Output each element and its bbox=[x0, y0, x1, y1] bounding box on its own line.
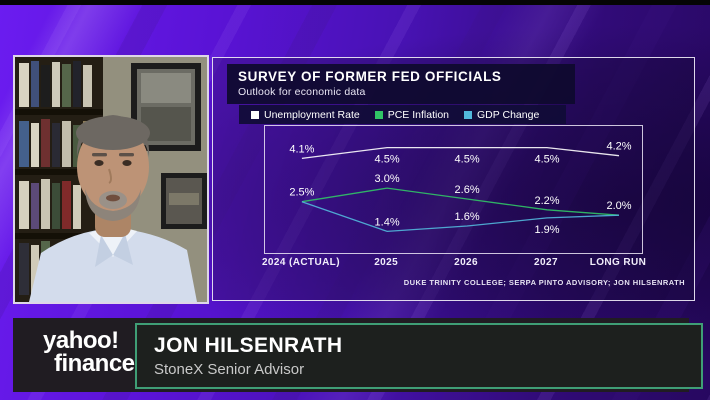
chart-source: DUKE TRINITY COLLEGE; SERPA PINTO ADVISO… bbox=[403, 278, 685, 287]
logo-finance: finance bbox=[54, 350, 135, 377]
speaker-title: StoneX Senior Advisor bbox=[154, 361, 305, 378]
series-line-0 bbox=[301, 146, 620, 160]
series-line-1 bbox=[301, 187, 620, 216]
chart-panel: SURVEY OF FORMER FED OFFICIALS Outlook f… bbox=[212, 57, 695, 301]
data-point-label: 1.4% bbox=[375, 216, 400, 228]
legend-swatch-icon bbox=[374, 110, 383, 119]
legend-label: GDP Change bbox=[477, 108, 540, 121]
legend-item-2: GDP Change bbox=[464, 109, 539, 121]
legend-swatch-icon bbox=[464, 110, 473, 119]
data-point-label: 2.2% bbox=[534, 195, 559, 207]
data-point-label: 4.5% bbox=[534, 154, 559, 166]
data-point-label: 4.2% bbox=[606, 141, 631, 153]
data-point-label: 1.6% bbox=[455, 211, 480, 223]
logo-yahoo: yahoo! bbox=[43, 327, 119, 354]
yahoo-finance-logo: yahoo! finance bbox=[37, 329, 141, 376]
legend-swatch-icon bbox=[251, 110, 259, 119]
guest-person bbox=[29, 115, 197, 302]
top-letterbox bbox=[0, 0, 710, 5]
x-axis-label: 2024 (ACTUAL) bbox=[261, 257, 340, 268]
chart-legend: Unemployment Rate PCE Inflation GDP Change bbox=[239, 105, 566, 124]
data-point-label: 4.5% bbox=[375, 154, 400, 166]
chart-plot-svg: 4.1% 4.5% 4.5% 4.5% 4.2% 2.5% 3.0% 2.6% 2.2% 2.0%… bbox=[289, 141, 631, 236]
data-point-label: 2.6% bbox=[455, 184, 480, 196]
legend-item-0: Unemployment Rate bbox=[251, 109, 360, 121]
chart-plot-area: 4.1% 4.5% 4.5% 4.5% 4.2% 2.5% 3.0% 2.6% 2.2% 2.0%… bbox=[264, 125, 643, 254]
legend-label: PCE Inflation bbox=[387, 108, 450, 121]
data-point-label: 4.5% bbox=[455, 154, 480, 166]
series-line-2 bbox=[301, 201, 620, 233]
x-axis-label: 2027 bbox=[534, 257, 558, 268]
chart-x-axis: 2024 (ACTUAL) 2025 2026 2027 LONG RUN bbox=[261, 257, 646, 271]
data-point-label: 2.0% bbox=[606, 200, 631, 212]
chart-title-block: SURVEY OF FORMER FED OFFICIALS Outlook f… bbox=[227, 64, 575, 104]
legend-item-1: PCE Inflation bbox=[374, 108, 450, 121]
picture-frame-small bbox=[161, 173, 207, 229]
speaker-name: JON HILSENRATH bbox=[154, 334, 343, 357]
chart-subtitle: Outlook for economic data bbox=[238, 86, 366, 98]
data-point-label: 2.5% bbox=[289, 187, 314, 199]
x-axis-label: 2026 bbox=[454, 257, 478, 268]
speaker-name-box: JON HILSENRATH StoneX Senior Advisor bbox=[135, 323, 703, 389]
chart-title: SURVEY OF FORMER FED OFFICIALS bbox=[238, 69, 502, 84]
lower-third-banner: yahoo! finance JON HILSENRATH StoneX Sen… bbox=[13, 318, 703, 392]
guest-video-frame bbox=[13, 55, 209, 304]
legend-label: Unemployment Rate bbox=[264, 108, 360, 121]
data-point-label: 3.0% bbox=[375, 173, 400, 185]
x-axis-label: LONG RUN bbox=[589, 257, 647, 268]
guest-video bbox=[15, 57, 207, 302]
data-point-label: 4.1% bbox=[289, 143, 314, 155]
data-point-label: 1.9% bbox=[534, 224, 559, 236]
x-axis-label: 2025 bbox=[374, 257, 399, 268]
